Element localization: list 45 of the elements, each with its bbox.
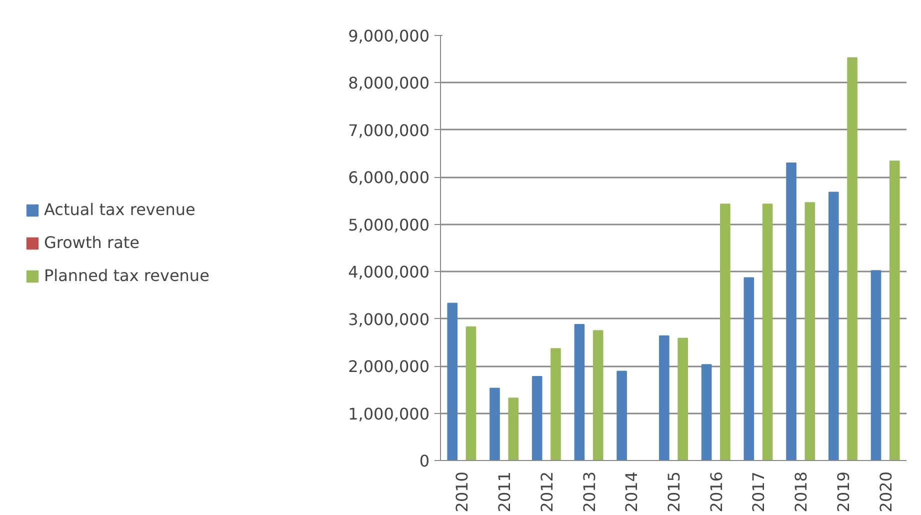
x-tick-label: 2017 (749, 472, 768, 512)
x-tick-label: 2013 (580, 472, 599, 512)
x-tick-label: 2014 (622, 472, 642, 512)
y-tick-label: 9,000,000 (348, 26, 430, 46)
y-tick-label: 2,000,000 (348, 357, 430, 376)
y-tick-label: 5,000,000 (348, 215, 430, 234)
y-tick-label: 7,000,000 (348, 120, 430, 140)
y-tick-label: 3,000,000 (348, 310, 430, 329)
x-tick-label: 2016 (706, 472, 726, 512)
bar (744, 277, 754, 460)
legend-label: Actual tax revenue (44, 200, 196, 219)
bar (678, 338, 688, 460)
y-tick-label: 1,000,000 (348, 404, 430, 424)
x-tick-label: 2010 (452, 472, 472, 512)
bar (532, 376, 542, 460)
bar (847, 57, 858, 460)
legend-label: Planned tax revenue (44, 266, 210, 285)
bar (592, 330, 604, 460)
bar (804, 202, 816, 460)
x-tick-label: 2019 (834, 472, 853, 512)
x-tick-label: 2012 (537, 472, 556, 512)
x-tick-label: 2018 (792, 472, 811, 512)
bar (659, 335, 670, 460)
x-tick-label: 2011 (495, 472, 514, 512)
legend-label: Growth rate (44, 233, 140, 252)
y-tick-label: 0 (419, 452, 430, 470)
y-tick-label: 6,000,000 (348, 168, 430, 188)
bar (870, 270, 882, 460)
bar (447, 302, 458, 460)
bar (762, 204, 773, 460)
x-tick-label: 2020 (876, 472, 896, 512)
bar (786, 162, 796, 460)
bar (508, 398, 519, 460)
y-tick-label: 4,000,000 (348, 262, 430, 282)
bar (889, 160, 900, 460)
x-tick-label: 2015 (664, 472, 684, 512)
bar (616, 370, 627, 460)
bar (720, 204, 730, 460)
y-tick-label: 8,000,000 (348, 74, 430, 93)
bar (701, 364, 712, 460)
bar (490, 388, 500, 460)
bar (574, 324, 585, 460)
bar (550, 348, 561, 460)
bar (828, 192, 839, 460)
bar (466, 326, 476, 460)
